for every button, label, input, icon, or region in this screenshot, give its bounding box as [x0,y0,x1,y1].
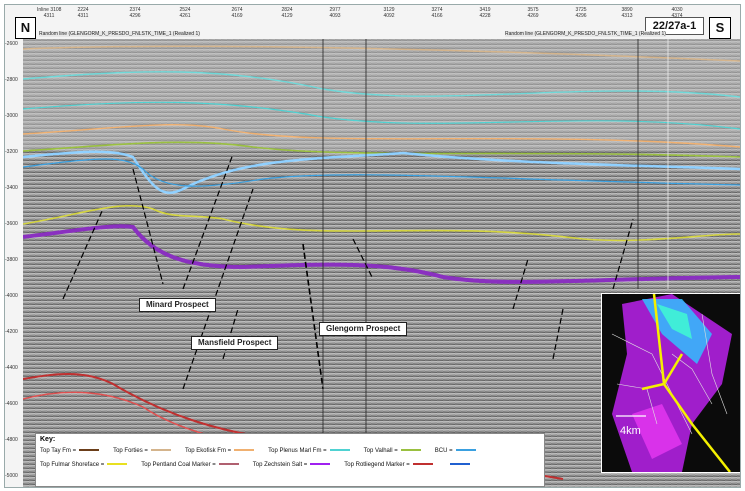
trace-label: Inline 3108 4311 [37,7,62,19]
horizon-fulmar [23,204,740,242]
trace-label: 3419 4228 [479,7,491,19]
legend-item: Top Tay Fm = [40,448,100,454]
legend-item: Top Zechstein Salt = [253,462,331,468]
y-axis [5,5,23,487]
north-label: N [15,17,36,39]
legend-key: Key: Top Tay Fm = Top Forties = Top Ekofis… [35,433,545,487]
trace-label: 2824 4129 [281,7,293,19]
south-label: S [709,17,731,39]
well-label: 22/27a-1 [645,17,704,35]
trace-label: 3890 4313 [621,7,633,19]
seismic-section-figure: N S 22/27a-1 Random line (GLENGORM_K_PRE… [4,4,741,488]
legend-swatch [150,449,171,452]
trace-label: 3129 4092 [383,7,395,19]
map-line-track [652,294,731,472]
legend-item: Top Ekofisk Fm = [185,448,255,454]
legend-swatch [329,449,350,452]
y-tick-label: -4000 [5,293,18,299]
prospect-label-minard: Minard Prospect [139,298,216,312]
inset-location-map: 4km [601,293,740,473]
seismic-image [23,39,740,487]
legend-item: Top Pentland Coal Marker = [141,462,239,468]
trace-label: 3274 4166 [431,7,443,19]
legend-item: Top Valhall = [364,448,421,454]
trace-label: 2524 4261 [179,7,191,19]
legend-swatch [107,463,128,466]
legend-item: Top Forties = [113,448,171,454]
random-line-label: Random line (GLENGORM_K_PRESDO_FNLSTK_TI… [39,31,200,37]
y-tick-label: -3600 [5,221,18,227]
legend-item [447,462,470,468]
legend-item: Top Fulmar Shoreface = [40,462,128,468]
random-line-label-2: Random line (GLENGORM_K_PRESDO_FNLSTK_TI… [505,31,666,37]
legend-swatch [412,463,433,466]
legend-swatch [455,449,476,452]
horizon-bcu [23,150,740,194]
y-tick-label: -3200 [5,149,18,155]
y-tick-label: -4600 [5,401,18,407]
legend-title: Key: [40,436,56,443]
legend-item: Top Rotliegend Marker = [344,462,433,468]
horizon-forties [23,45,740,62]
legend-swatch [449,463,470,466]
y-tick-label: -2600 [5,41,18,47]
horizon-ekofisk [23,124,740,148]
legend-swatch [79,449,100,452]
legend-item: Top Plenus Marl Fm = [268,448,350,454]
map-scale-label: 4km [620,425,641,437]
legend-swatch [400,449,421,452]
y-tick-label: -2800 [5,77,18,83]
trace-label: 2977 4093 [329,7,341,19]
legend-row-2: Top Fulmar Shoreface = Top Pentland Coal … [40,462,484,468]
trace-label: 4030 4374 [671,7,683,19]
horizon-valhall [23,141,740,158]
y-tick-label: -3400 [5,185,18,191]
y-tick-label: -5000 [5,473,18,479]
trace-label: 2224 4311 [77,7,89,19]
prospect-label-mansfield: Mansfield Prospect [191,336,279,350]
horizon-zechstein [23,224,740,284]
y-tick-label: -4200 [5,329,18,335]
y-tick-label: -3800 [5,257,18,263]
y-tick-label: -3000 [5,113,18,119]
trace-label: 2374 4296 [129,7,141,19]
trace-label: 3725 4296 [575,7,587,19]
y-tick-label: -4800 [5,437,18,443]
prospect-label-glengorm: Glengorm Prospect [319,322,408,336]
legend-item: BCU = [435,448,476,454]
legend-swatch [310,463,331,466]
legend-swatch [218,463,239,466]
horizon-plenus-marl [23,71,740,98]
trace-label: 3575 4269 [527,7,539,19]
legend-row-1: Top Tay Fm = Top Forties = Top Ekofisk Fm … [40,448,490,454]
trace-label: 2674 4169 [231,7,243,19]
y-tick-label: -4400 [5,365,18,371]
legend-swatch [234,449,255,452]
